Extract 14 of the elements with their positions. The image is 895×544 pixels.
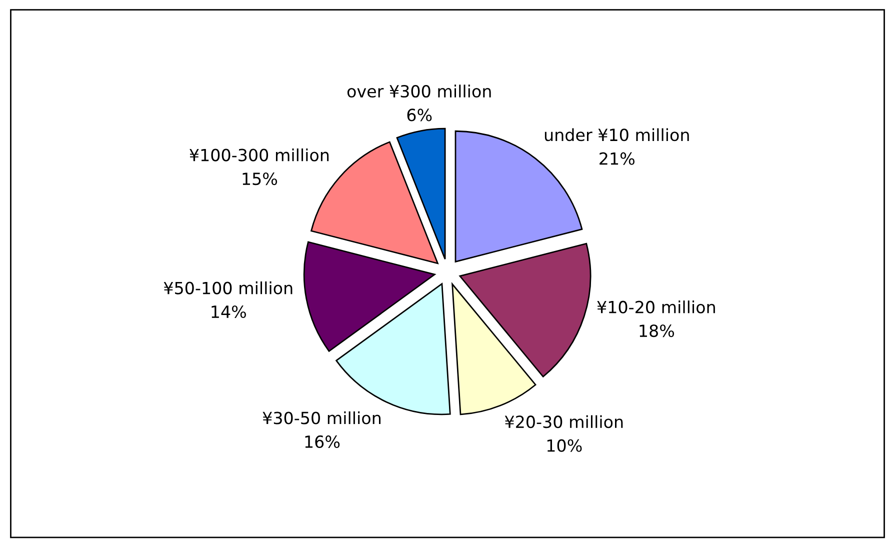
slice-label: ¥30-50 million <box>262 411 380 424</box>
slice-label: over ¥300 million <box>347 84 491 98</box>
data-label: 15% <box>242 172 278 186</box>
data-label: 21% <box>600 152 634 165</box>
data-label: 16% <box>305 435 340 448</box>
data-label: 18% <box>640 324 674 338</box>
data-label: 6% <box>407 108 432 122</box>
slice-label: under ¥10 million <box>544 128 689 142</box>
slice-label: ¥50-100 million <box>164 281 292 294</box>
slice-label: ¥10-20 million <box>597 300 715 314</box>
slice-label: ¥100-300 million <box>190 148 329 162</box>
slice-label: ¥20-30 million <box>504 415 623 428</box>
data-label: 10% <box>547 439 582 452</box>
data-label: 14% <box>212 305 246 318</box>
